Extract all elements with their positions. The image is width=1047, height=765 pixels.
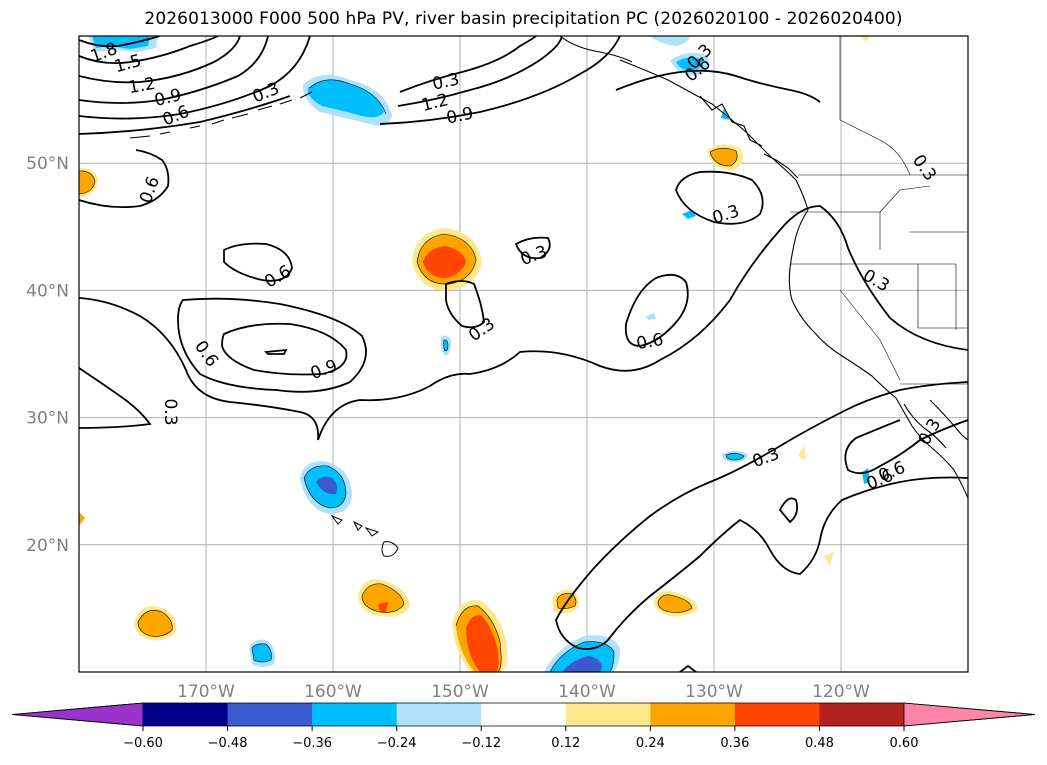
colorbar-segment (650, 703, 736, 726)
anomaly-blob-negative (650, 36, 729, 120)
lon-tick-label: 170°W (177, 682, 235, 702)
colorbar-tick-label: −0.48 (208, 736, 248, 751)
colorbar-segment (396, 703, 482, 726)
map-title: 2026013000 F000 500 hPa PV, river basin … (144, 9, 903, 29)
colorbar-segment (227, 703, 313, 726)
gridlines (79, 36, 968, 672)
colorbar-ticks (142, 726, 905, 731)
anomaly-blob-positive (654, 591, 698, 617)
colorbar-tick-label: 0.12 (551, 736, 580, 751)
pv-contours (79, 36, 968, 672)
colorbar-segment (143, 703, 229, 726)
lat-tick-label: 30°N (26, 409, 69, 429)
colorbar-tick-label: 0.60 (890, 736, 919, 751)
colorbar-tick-label: 0.24 (636, 736, 665, 751)
colorbar-tick-label: 0.36 (720, 736, 749, 751)
colorbar-tick-label: −0.60 (123, 736, 163, 751)
anomaly-blob-positive (79, 36, 870, 566)
lon-tick-label: 140°W (558, 682, 616, 702)
colorbar-tick-label: −0.12 (461, 736, 501, 751)
colorbar-segment (312, 703, 398, 726)
lat-tick-label: 40°N (26, 281, 69, 301)
colorbar-extend-max (903, 702, 1036, 727)
colorbar-segment (481, 703, 567, 726)
latitude-tick-labels: 50°N 40°N 30°N 20°N (26, 154, 69, 556)
anomaly-blob-negative (544, 635, 620, 672)
map-frame (78, 35, 969, 673)
colorbar-tick-label: −0.24 (377, 736, 417, 751)
lat-tick-label: 20°N (26, 536, 69, 556)
anomaly-blob-positive (412, 228, 482, 291)
coastlines (129, 36, 968, 499)
anomaly-blob-positive (452, 599, 508, 672)
precip-anomaly-shading (79, 36, 870, 672)
lon-tick-label: 160°W (304, 682, 362, 702)
anomaly-blob-positive (358, 579, 410, 617)
colorbar-segment (565, 703, 651, 726)
colorbar-tick-label: −0.36 (292, 736, 332, 751)
anomaly-blob-negative (300, 461, 352, 514)
colorbar-segment (819, 703, 905, 726)
longitude-tick-labels: 170°W 160°W 150°W 140°W 130°W 120°W (177, 682, 870, 702)
colorbar-extend-min (11, 702, 144, 727)
anomaly-blob-positive (134, 605, 177, 641)
contour-label: 1.2 (127, 74, 157, 98)
colorbar-segment (734, 703, 820, 726)
colorbar-segments (11, 702, 1036, 727)
colorbar-tick-labels: −0.60 −0.48 −0.36 −0.24 −0.12 0.12 0.24 0.36 0.4… (123, 736, 918, 751)
lat-tick-label: 50°N (26, 154, 69, 174)
map-panel: 1.81.51.20.90.60.3 0.31.20.90.60.30.60.60… (26, 35, 969, 702)
lon-tick-label: 130°W (685, 682, 743, 702)
lon-tick-label: 150°W (431, 682, 489, 702)
anomaly-blob-positive (79, 167, 98, 198)
colorbar: −0.60 −0.48 −0.36 −0.24 −0.12 0.12 0.24 0.36 0.4… (11, 702, 1036, 751)
anomaly-blob-positive (707, 144, 744, 171)
hawaiian-islands (330, 514, 399, 557)
contour-label: 0.6 (635, 330, 665, 354)
colorbar-tick-label: 0.48 (805, 736, 834, 751)
lon-tick-label: 120°W (812, 682, 870, 702)
anomaly-blob-negative (302, 75, 392, 126)
contour-label: 0.3 (160, 398, 180, 425)
